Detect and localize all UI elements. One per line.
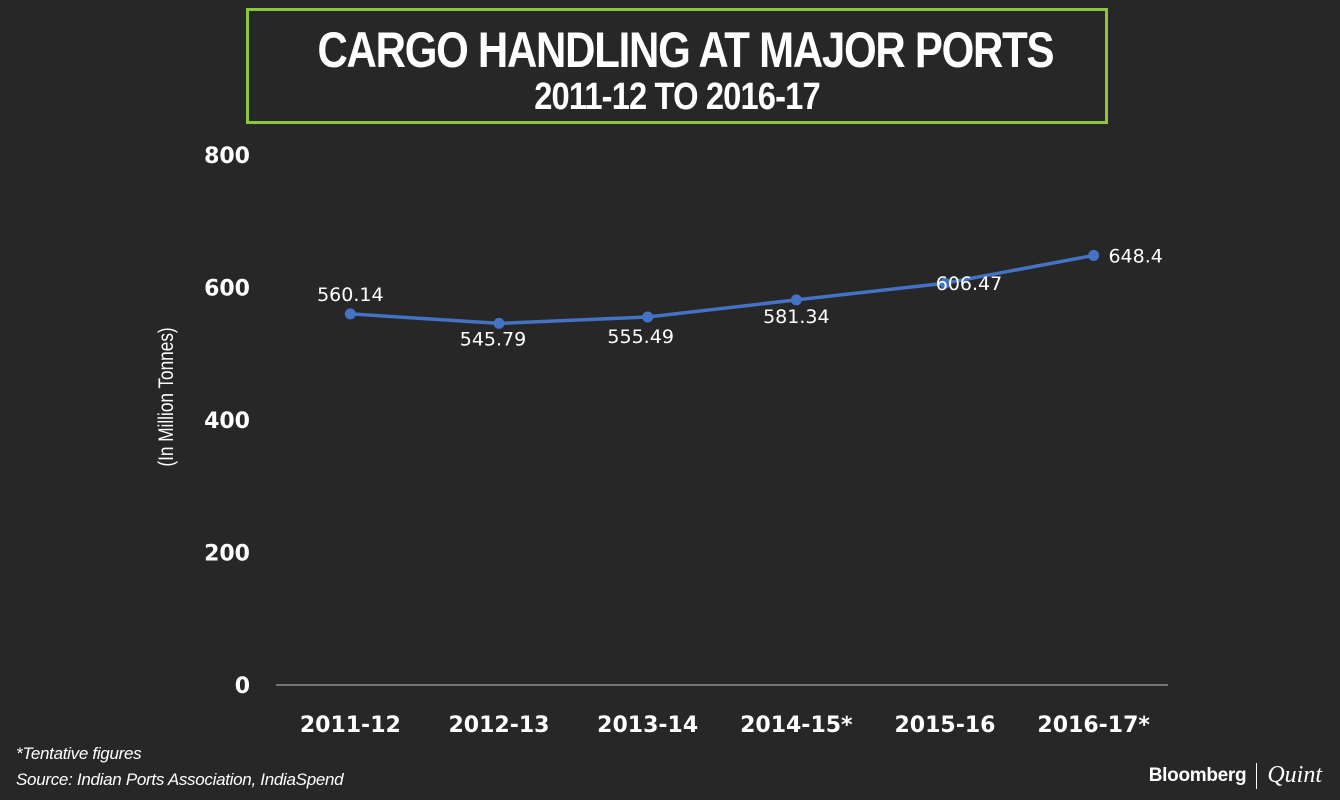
chart-subtitle: 2011-12 TO 2016-17 — [534, 76, 820, 118]
data-label: 606.47 — [936, 273, 1002, 295]
data-label: 560.14 — [317, 284, 383, 306]
y-tick-label: 600 — [204, 277, 250, 302]
brand-partner: Quint — [1267, 762, 1322, 788]
x-tick-label: 2012-13 — [449, 713, 550, 738]
x-tick-label: 2011-12 — [300, 713, 401, 738]
data-point — [642, 311, 654, 323]
data-point — [939, 277, 951, 289]
data-label: 545.79 — [460, 328, 526, 350]
x-tick-label: 2014-15* — [740, 713, 853, 738]
title-box: CARGO HANDLING AT MAJOR PORTS 2011-12 TO… — [246, 8, 1108, 124]
data-label: 648.4 — [1108, 245, 1162, 267]
series-line — [350, 253, 1094, 326]
y-tick-label: 200 — [204, 542, 250, 567]
brand-logo: Bloomberg Quint — [1149, 762, 1322, 789]
brand-name: Bloomberg — [1148, 764, 1247, 786]
data-label: 581.34 — [763, 306, 829, 328]
data-label: 555.49 — [607, 326, 673, 348]
tentative-note: *Tentative figures — [16, 744, 142, 763]
data-point — [1088, 249, 1100, 261]
y-tick-label: 0 — [235, 674, 250, 699]
x-tick-label: 2015-16 — [895, 713, 996, 738]
data-point — [790, 294, 802, 306]
y-axis-title: (In Million Tonnes) — [156, 327, 179, 466]
brand-divider — [1256, 762, 1258, 789]
data-point — [344, 308, 356, 320]
data-point — [493, 317, 505, 329]
source-note: Source: Indian Ports Association, IndiaS… — [16, 770, 344, 789]
y-tick-label: 800 — [204, 144, 250, 169]
x-tick-label: 2013-14 — [597, 713, 698, 738]
x-tick-label: 2016-17* — [1037, 713, 1150, 738]
y-tick-label: 400 — [204, 409, 250, 434]
chart-title: CARGO HANDLING AT MAJOR PORTS — [317, 22, 1054, 78]
